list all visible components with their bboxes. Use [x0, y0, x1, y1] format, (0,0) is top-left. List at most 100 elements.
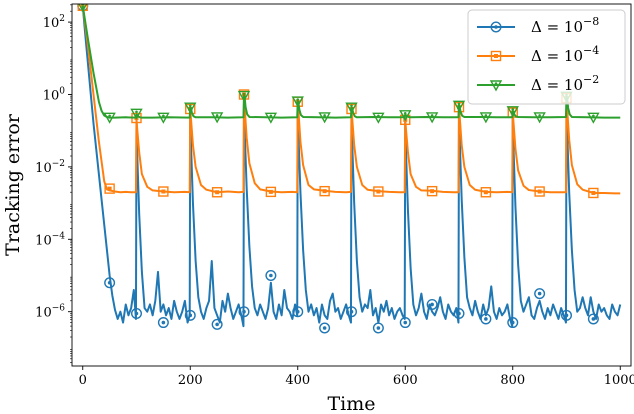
legend-entry: Δ = 10−2 [477, 73, 599, 94]
series-1-circle-marker [130, 308, 142, 320]
series-1-circle-marker-center [403, 320, 408, 325]
axis-ticks: 0 200 400 600 800 1000 10−6 10−4 10−2 100 102 [35, 4, 634, 388]
series-3-triangle-marker-center [188, 104, 192, 107]
series-3-triangle-marker [78, 4, 88, 13]
series-3-triangle-marker-center [430, 114, 434, 117]
series-3-triangle-marker [587, 112, 600, 124]
y-tick-label: 10−4 [35, 231, 65, 248]
y-axis-label: Tracking error [2, 113, 24, 256]
x-tick-label: 600 [393, 373, 418, 388]
series-2-square-marker-center [268, 189, 273, 194]
series-1-circle-marker-center [161, 320, 166, 325]
series-3-triangle-marker-center [269, 114, 273, 118]
series-2-square-marker-center [483, 190, 488, 195]
series-1-circle-marker [534, 288, 546, 300]
series-2-square-marker-center [591, 190, 596, 195]
series-3-triangle-marker-center [350, 104, 353, 107]
series-3-triangle-marker-center [403, 111, 407, 115]
series-3-triangle-marker [399, 110, 412, 122]
series-layer [77, 4, 622, 334]
series-2-square-marker [319, 185, 330, 197]
series-1-circle-marker-center [269, 273, 273, 278]
series-2 [77, 4, 621, 199]
plot-frame [71, 3, 632, 367]
series-2-square-marker-center [161, 189, 166, 194]
series-1-circle-marker [184, 309, 196, 321]
series-1-circle-marker-center [188, 313, 193, 318]
legend-square-marker [490, 50, 502, 62]
series-3-triangle-marker [237, 90, 251, 103]
legend-entry: Δ = 10−8 [477, 15, 599, 36]
series-3-triangle-marker-center [162, 114, 165, 118]
series-2-square-marker [480, 187, 492, 198]
series-2-square-marker [534, 186, 545, 197]
legend-label: Δ = 10−2 [531, 73, 599, 94]
legend-entry: Δ = 10−4 [477, 44, 599, 65]
y-tick-label: 10−2 [35, 159, 65, 176]
series-3-triangle-marker-center [242, 92, 246, 96]
series-3-triangle-marker [291, 96, 304, 108]
series-3-triangle-marker [157, 112, 170, 124]
series-1-circle-marker [157, 317, 169, 329]
series-3-triangle-marker-center [484, 114, 488, 117]
series-1-circle-marker-center [134, 311, 139, 316]
series-1-circle-marker-center [591, 317, 596, 321]
series-2-square-marker-center [322, 189, 327, 194]
x-axis-label: Time [327, 393, 375, 414]
series-2-square-marker [104, 183, 115, 194]
series-1-circle-marker-center [510, 320, 515, 325]
legend-box [467, 9, 626, 105]
series-3-triangle-marker [184, 102, 197, 114]
series-3-triangle-marker-center [108, 114, 111, 118]
series-2-square-marker-center [107, 186, 112, 191]
series-3-triangle-marker-center [377, 114, 380, 118]
series-1-circle-marker [292, 306, 304, 318]
series-1-circle-marker-center [107, 280, 112, 285]
series-1-circle-marker [265, 270, 277, 282]
series-1-circle-marker-center [564, 313, 569, 318]
series-3-triangle-marker [533, 112, 546, 124]
series-1-circle-marker [319, 322, 331, 334]
series-1-circle-marker-center [484, 317, 488, 321]
series-1-circle-marker-center [430, 302, 434, 307]
series-2-square-marker [426, 185, 438, 197]
series-2-square-marker-center [215, 190, 220, 195]
series-2-square-marker [373, 186, 384, 197]
series-1-circle-marker-center [242, 309, 246, 314]
series-3-triangle-marker [452, 100, 466, 112]
series-1-circle-marker [587, 313, 599, 325]
series-3-triangle-marker [425, 112, 439, 124]
series-1-circle-marker [453, 308, 465, 320]
y-tick-label: 102 [43, 14, 65, 31]
legend-triangle-marker [489, 80, 503, 92]
series-1-circle-marker-center [349, 309, 354, 314]
series-2-square-marker-center [376, 189, 381, 194]
series-3-triangle-marker [264, 112, 278, 124]
x-tick-label: 400 [285, 373, 310, 388]
x-tick-label: 0 [79, 373, 87, 388]
series-3-triangle-marker [210, 112, 224, 124]
series-1-circle-marker-center [376, 326, 381, 330]
series-3-triangle-marker [103, 112, 116, 124]
series-3-triangle-marker-center [457, 102, 461, 106]
legend: Δ = 10−8 Δ = 10−4 Δ = 10−2 [467, 9, 626, 105]
series-3-triangle-marker [372, 112, 385, 124]
x-tick-label: 1000 [604, 373, 634, 388]
series-2-square-marker [211, 187, 223, 198]
series-1-circle-marker [211, 318, 223, 330]
series-2-square-marker-center [537, 189, 542, 194]
series-3-triangle-marker [506, 106, 519, 118]
series-1-circle-marker [346, 306, 358, 318]
series-1-circle-marker-center [295, 309, 300, 314]
series-1-circle-marker [399, 317, 411, 329]
y-tick-label: 100 [43, 87, 66, 104]
series-3-triangle-marker-center [215, 114, 219, 117]
series-2-square-marker-center [430, 189, 435, 194]
series-3-triangle-marker-center [323, 114, 326, 117]
series-3-triangle-marker [318, 112, 331, 124]
series-3-triangle-marker [345, 102, 358, 114]
x-tick-label: 800 [500, 373, 525, 388]
series-1-circle-marker [480, 313, 492, 325]
series-1-circle-marker-center [215, 322, 219, 327]
